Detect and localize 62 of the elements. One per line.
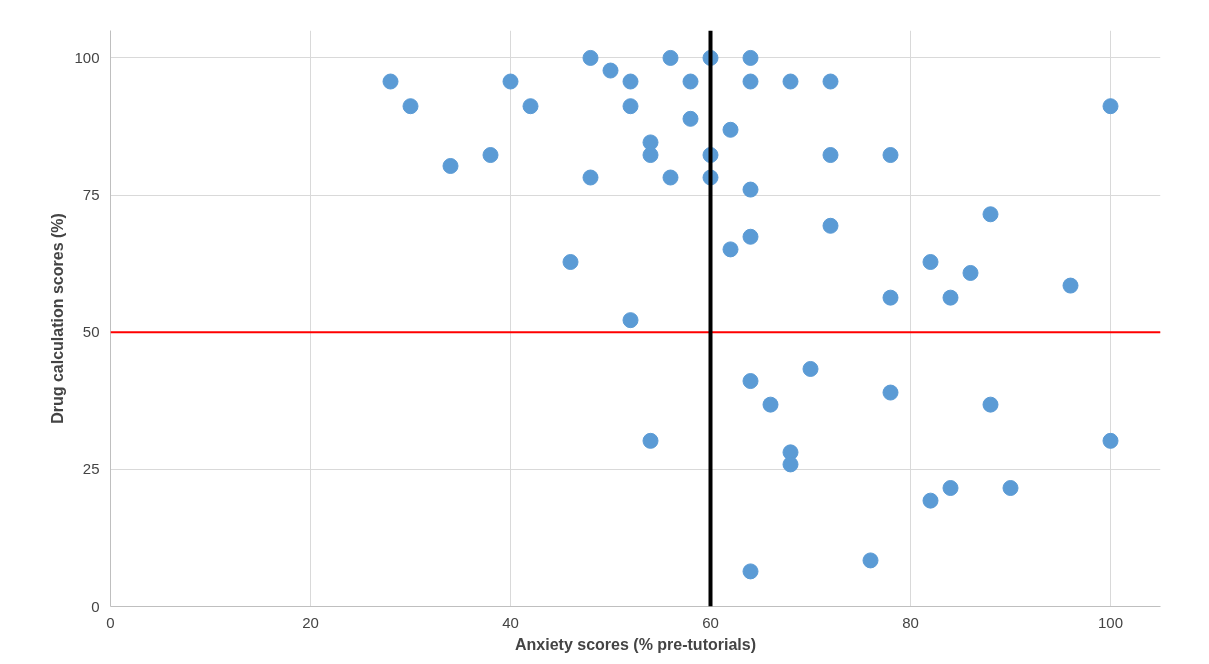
point <box>502 73 519 90</box>
point <box>742 73 759 90</box>
x-tick-label: 40 <box>502 613 519 631</box>
point <box>382 73 399 90</box>
x-tick-label: 60 <box>702 613 719 631</box>
point <box>722 241 739 258</box>
point <box>742 49 759 66</box>
point <box>622 98 639 115</box>
point <box>882 147 899 164</box>
point <box>642 432 659 449</box>
y-tick-label: 100 <box>74 48 100 66</box>
point <box>882 289 899 306</box>
point <box>742 373 759 390</box>
point <box>922 492 939 509</box>
x-tick-label: 0 <box>106 613 115 631</box>
point <box>782 73 799 90</box>
x-tick-label: 80 <box>902 613 919 631</box>
y-tick-label: 50 <box>82 323 100 341</box>
point <box>522 98 539 115</box>
point <box>1002 480 1019 496</box>
point <box>942 480 959 496</box>
point <box>622 73 639 90</box>
point <box>762 396 779 413</box>
point <box>742 228 759 245</box>
point <box>742 563 759 580</box>
x-tick-label: 100 <box>1097 613 1124 631</box>
point <box>922 254 939 270</box>
point <box>662 169 679 186</box>
point <box>662 49 679 66</box>
point <box>942 289 959 306</box>
point <box>962 264 979 281</box>
point <box>482 147 499 164</box>
point <box>682 110 699 127</box>
point <box>582 169 599 186</box>
point <box>622 312 639 329</box>
point <box>1102 432 1119 449</box>
point <box>802 360 819 377</box>
point <box>982 396 999 413</box>
y-tick-label: 25 <box>82 460 100 478</box>
point <box>882 384 899 401</box>
point <box>602 62 619 79</box>
point <box>782 456 799 473</box>
y-tick-label: 75 <box>82 186 100 204</box>
point <box>1102 98 1119 115</box>
point <box>562 254 579 270</box>
point <box>822 73 839 90</box>
x-tick-label: 20 <box>302 613 319 631</box>
point <box>402 98 419 115</box>
y-tick-label: 0 <box>91 597 100 615</box>
point <box>862 552 879 569</box>
point <box>442 158 459 174</box>
point <box>1062 277 1079 294</box>
point <box>642 147 659 164</box>
point <box>822 147 839 164</box>
point <box>822 217 839 234</box>
point <box>982 206 999 223</box>
x-axis-title: Anxiety scores (% pre-tutorials) <box>515 635 756 653</box>
y-axis-title: Drug calculation scores (%) <box>49 213 67 424</box>
point <box>682 73 699 90</box>
point <box>742 181 759 198</box>
point <box>582 49 599 66</box>
point <box>722 121 739 138</box>
